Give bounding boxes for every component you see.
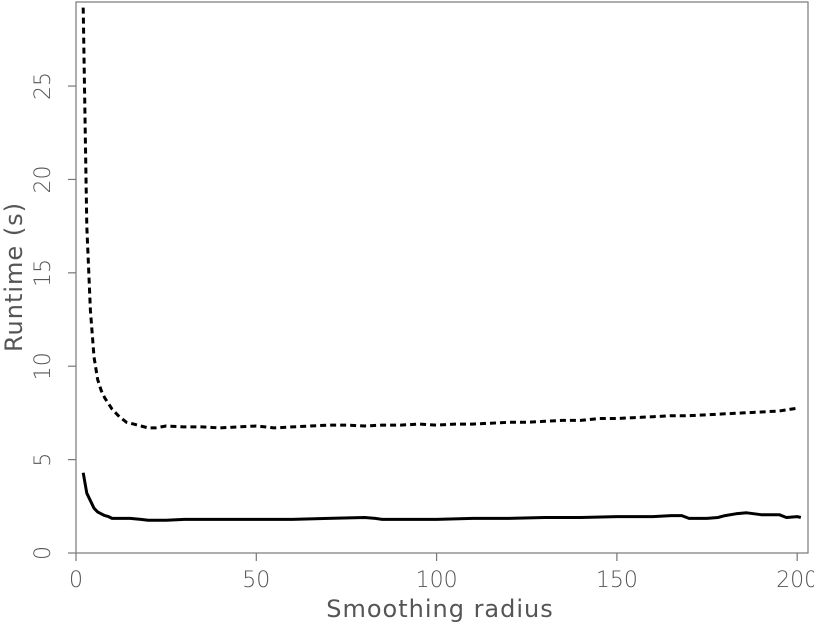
- x-tick-label: 50: [242, 568, 270, 593]
- x-axis-label: Smoothing radius: [326, 595, 554, 623]
- y-tick-label: 5: [31, 453, 56, 467]
- y-tick-label: 0: [31, 546, 56, 560]
- y-axis-label: Runtime (s): [0, 202, 28, 352]
- series-line-1: [81, 472, 802, 522]
- y-tick-label: 10: [31, 352, 56, 380]
- plot-frame: [75, 1, 809, 554]
- y-tick-label: 20: [31, 165, 56, 193]
- x-tick-label: 0: [69, 568, 83, 593]
- y-axis-ticks: 0 5 10 15 20 25: [31, 72, 76, 560]
- y-tick-label: 25: [31, 72, 56, 100]
- y-tick-label: 15: [31, 259, 56, 287]
- x-tick-label: 100: [416, 568, 458, 593]
- series-layer: [81, 7, 802, 522]
- x-axis-ticks: 0 50 100 150 200: [69, 553, 814, 593]
- x-tick-label: 150: [596, 568, 638, 593]
- series-line-0: [81, 7, 798, 430]
- x-tick-label: 200: [776, 568, 814, 593]
